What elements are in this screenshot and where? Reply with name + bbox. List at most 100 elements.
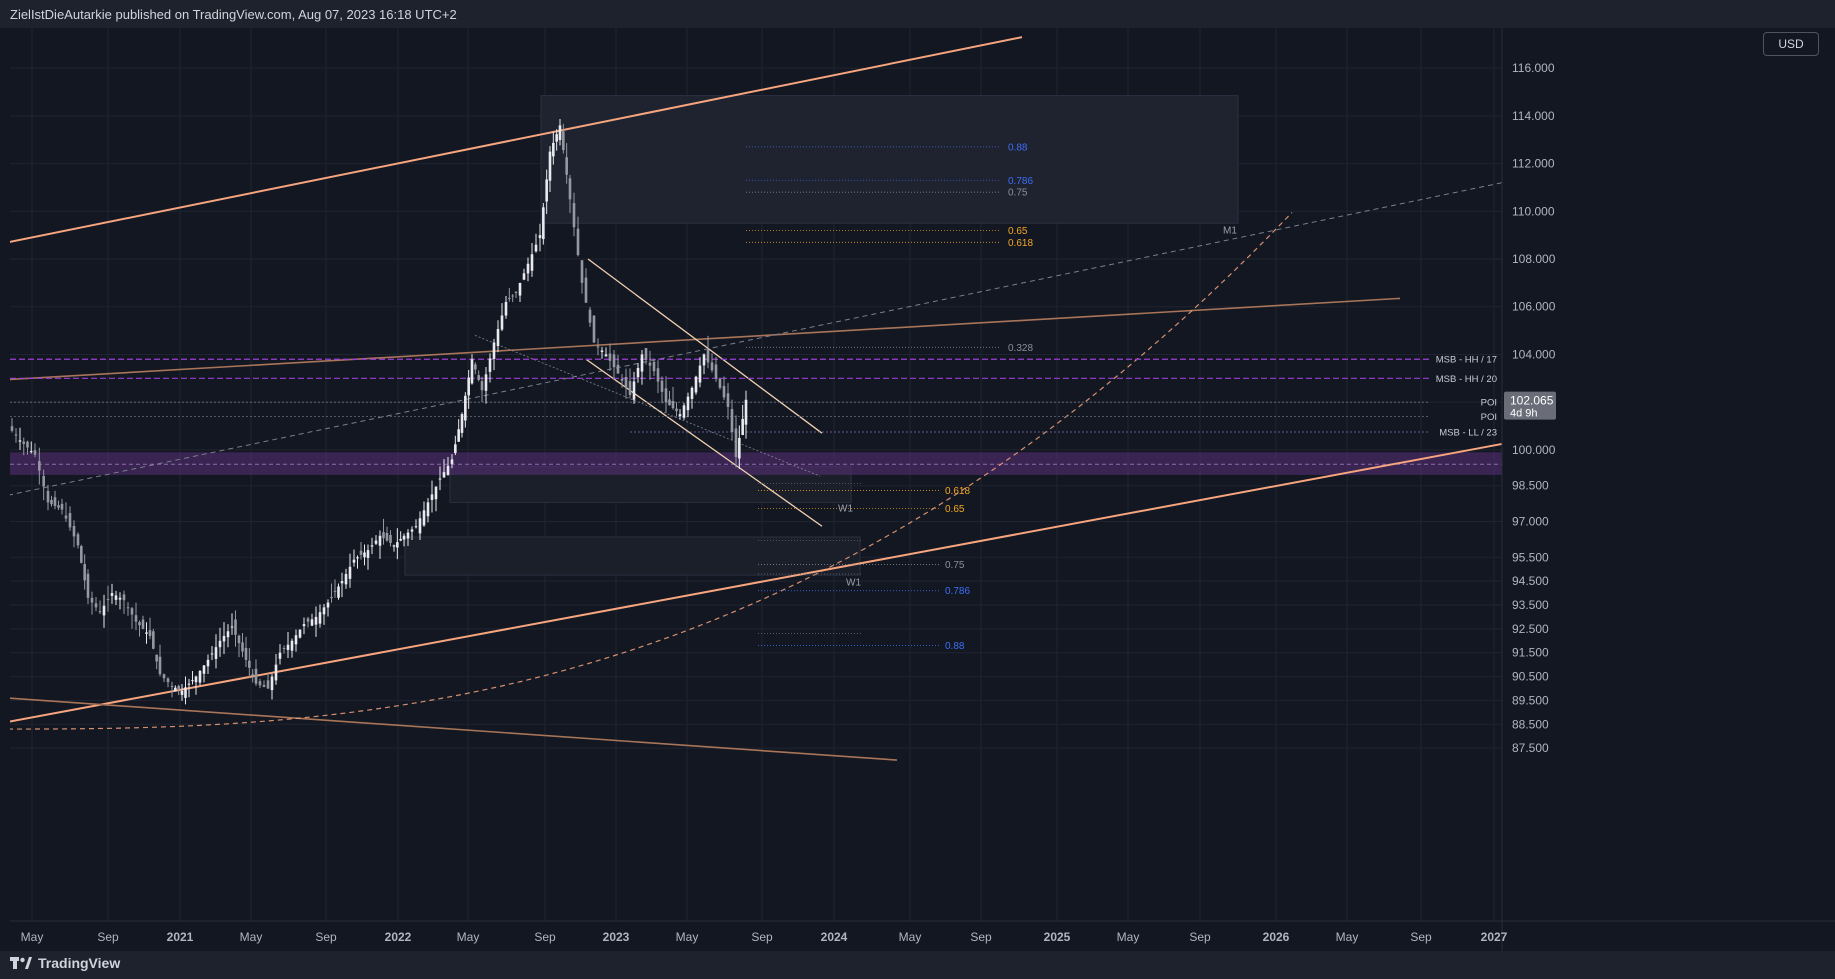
price-axis-bg (1502, 28, 1835, 951)
time-tick-label: Sep (1189, 930, 1211, 944)
candle-body (241, 642, 244, 652)
candle-body (477, 375, 480, 380)
candle-body (359, 550, 363, 555)
candle-body (258, 681, 262, 686)
candle-body (378, 535, 382, 546)
time-tick-label: Sep (315, 930, 337, 944)
candle-body (612, 354, 616, 368)
candle-body (226, 631, 230, 638)
time-tick-label: May (1117, 930, 1140, 944)
candle-body (126, 607, 130, 609)
candle-body (326, 602, 330, 608)
candle-body (422, 510, 426, 526)
candle-body (682, 405, 686, 418)
last-price-label: 102.065 (1510, 394, 1554, 408)
time-tick-label: May (457, 930, 480, 944)
fib-upper-label: 0.75 (1008, 188, 1028, 199)
candle-body (26, 441, 29, 448)
candle-body (262, 684, 266, 687)
candle-body (286, 644, 290, 650)
currency-button[interactable]: USD (1763, 32, 1819, 56)
candle-body (580, 260, 584, 283)
candle-body (122, 594, 126, 601)
candle-body (46, 490, 50, 503)
price-tick-label: 106.000 (1512, 300, 1556, 314)
candle-body (318, 612, 322, 624)
candle-body (474, 364, 477, 370)
bottom-bar (0, 951, 1835, 979)
candle-body (60, 503, 64, 510)
candle-body (484, 374, 488, 391)
time-tick-label: Sep (534, 930, 556, 944)
candle-body (282, 647, 286, 649)
candle-body (102, 605, 106, 616)
candle-body (664, 388, 668, 403)
candle-body (671, 401, 675, 409)
candle-body (652, 361, 656, 372)
tradingview-brand: TradingView (38, 955, 121, 971)
candle-body (406, 532, 410, 539)
candle-body (385, 532, 389, 541)
candle-body (214, 647, 218, 659)
candle-body (152, 631, 155, 649)
time-tick-label: May (899, 930, 922, 944)
price-tick-label: 98.500 (1512, 479, 1549, 493)
candle-body (72, 525, 76, 537)
candle-body (363, 552, 366, 558)
candle-body (741, 418, 744, 436)
candle-body (162, 674, 166, 679)
candle-body (278, 652, 282, 659)
candle-body (50, 499, 53, 505)
candle-body (158, 656, 162, 675)
zones (10, 95, 1502, 576)
candle-body (337, 586, 340, 598)
candle-body (166, 678, 170, 683)
candle-body (450, 459, 454, 464)
desc-channel-upper (587, 258, 823, 434)
last-price-badge (1504, 391, 1556, 420)
candle-body (518, 282, 522, 296)
candle-body (454, 444, 457, 454)
candle-body (552, 142, 555, 157)
candle-body (64, 515, 68, 519)
candle-body (174, 687, 177, 692)
price-tick-label: 108.000 (1512, 252, 1556, 266)
candle-body (744, 399, 748, 425)
annotation-labels: 0.880.7860.750.650.6180.3280.6180.650.75… (838, 142, 1497, 652)
top-bar: ZielIstDieAutarkie published on TradingV… (0, 0, 1835, 28)
candle-body (538, 235, 542, 239)
candle-body (366, 550, 370, 558)
time-tick-label: 2024 (821, 930, 848, 944)
candle-body (718, 378, 722, 388)
candle-body (572, 203, 576, 228)
time-tick-label: 2021 (167, 930, 194, 944)
price-chart[interactable]: 0.880.7860.750.650.6180.3280.6180.650.75… (10, 28, 1835, 951)
candle-body (266, 680, 270, 689)
candle-body (86, 573, 90, 598)
fib-upper-label: 0.88 (1008, 142, 1028, 153)
level-label: MSB - HH / 17 (1436, 355, 1497, 366)
candle-body (558, 125, 562, 141)
candle-body (457, 429, 460, 442)
brown-resistance (10, 297, 1401, 381)
level-label: MSB - LL / 23 (1439, 428, 1497, 439)
candle-body (270, 676, 274, 691)
candle-body (702, 354, 706, 366)
candle-body (76, 534, 80, 546)
candle-body (640, 354, 644, 372)
price-tick-label: 93.500 (1512, 598, 1549, 612)
price-tick-label: 88.500 (1512, 717, 1549, 731)
candle-body (722, 385, 726, 398)
candle-body (430, 494, 434, 500)
candle-body (98, 611, 102, 613)
candle-body (488, 358, 492, 372)
candle-body (218, 640, 222, 648)
price-tick-label: 91.500 (1512, 646, 1549, 660)
tradingview-logo[interactable]: TradingView (10, 955, 120, 971)
time-tick-label: 2023 (603, 930, 630, 944)
candle-body (314, 616, 318, 625)
channel-upper (10, 36, 1023, 243)
candle-body (620, 378, 624, 381)
candle-body (68, 512, 72, 528)
price-tick-label: 112.000 (1512, 157, 1555, 171)
